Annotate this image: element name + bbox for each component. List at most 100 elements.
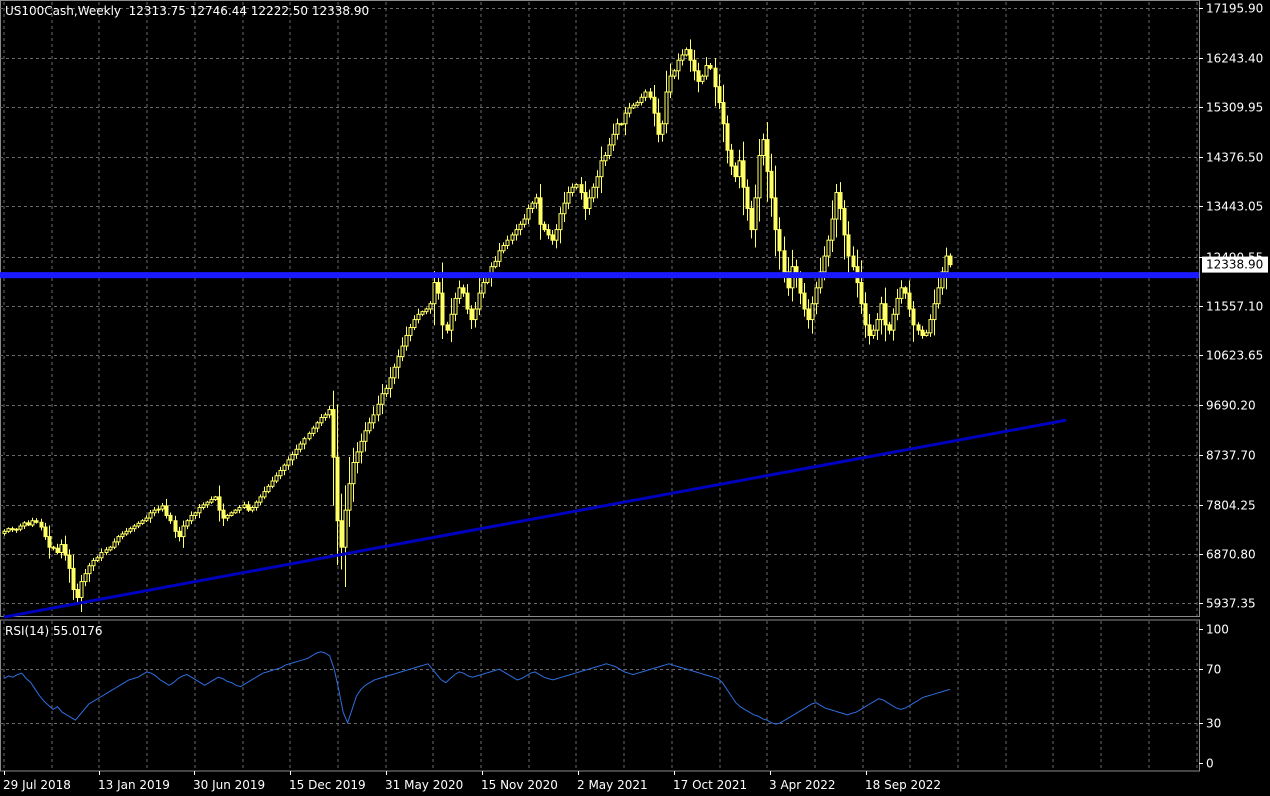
candle-body bbox=[635, 102, 640, 106]
candle-body bbox=[786, 271, 791, 289]
time-axis-label: 2 May 2021 bbox=[577, 778, 648, 792]
candle-body bbox=[818, 271, 823, 289]
candle-body bbox=[851, 255, 856, 268]
candle-body bbox=[879, 303, 884, 321]
candle-body bbox=[95, 557, 100, 561]
time-axis-label: 31 May 2020 bbox=[385, 778, 463, 792]
rsi-axis-label: 70 bbox=[1206, 663, 1221, 677]
candle-body bbox=[924, 332, 929, 336]
candle-body bbox=[400, 345, 405, 358]
candle-body bbox=[574, 184, 579, 188]
candle-body bbox=[185, 520, 190, 527]
candle-body bbox=[802, 292, 807, 310]
candle-body bbox=[664, 91, 669, 125]
candle-body bbox=[39, 521, 44, 528]
candle-body bbox=[168, 514, 173, 522]
price-axis-label: 15309.95 bbox=[1206, 101, 1263, 115]
candle-body bbox=[347, 483, 352, 511]
candle-body bbox=[209, 499, 214, 503]
candle-body bbox=[639, 96, 644, 104]
candle-body bbox=[205, 501, 210, 506]
rsi-axis-label: 100 bbox=[1206, 623, 1229, 637]
candle-body bbox=[339, 520, 344, 548]
candle-body bbox=[221, 509, 226, 519]
candle-body bbox=[233, 509, 238, 514]
candle-body bbox=[708, 65, 713, 69]
candle-body bbox=[684, 49, 689, 56]
candle-body bbox=[47, 536, 52, 548]
candle-body bbox=[258, 496, 263, 503]
candle-body bbox=[810, 303, 815, 321]
candle-body bbox=[197, 506, 202, 514]
candle-body bbox=[384, 387, 389, 395]
candle-body bbox=[595, 176, 600, 188]
candle-body bbox=[367, 422, 372, 432]
candle-body bbox=[798, 276, 803, 294]
candle-body bbox=[51, 546, 56, 549]
time-axis-label: 17 Oct 2021 bbox=[673, 778, 747, 792]
candle-body bbox=[351, 462, 356, 485]
time-axis-label: 30 Jun 2019 bbox=[193, 778, 265, 792]
time-axis-label: 15 Dec 2019 bbox=[289, 778, 366, 792]
candle-body bbox=[741, 160, 746, 188]
candle-body bbox=[928, 319, 933, 334]
candle-body bbox=[920, 329, 925, 336]
candle-body bbox=[128, 528, 133, 532]
candle-body bbox=[18, 525, 23, 530]
candle-body bbox=[757, 155, 762, 199]
candle-body bbox=[680, 54, 685, 61]
candle-body bbox=[376, 403, 381, 416]
candle-body bbox=[177, 530, 182, 538]
candle-body bbox=[2, 530, 7, 534]
candle-body bbox=[424, 308, 429, 313]
candle-body bbox=[643, 91, 648, 98]
trendline[interactable] bbox=[3, 418, 1067, 619]
candle-body bbox=[526, 207, 531, 220]
candle-body bbox=[875, 319, 880, 331]
candle-body bbox=[152, 509, 157, 514]
candle-body bbox=[79, 581, 84, 598]
candle-body bbox=[120, 533, 125, 538]
candle-body bbox=[359, 440, 364, 453]
candle-body bbox=[327, 409, 332, 416]
candle-body bbox=[761, 139, 766, 157]
candle-body bbox=[432, 282, 437, 305]
candle-body bbox=[501, 244, 506, 252]
candle-body bbox=[627, 107, 632, 114]
symbol-info-header: US100Cash,Weekly 12313.75 12746.44 12222… bbox=[5, 4, 370, 18]
candle-body bbox=[948, 255, 953, 266]
candle-body bbox=[510, 234, 515, 241]
candle-body bbox=[668, 75, 673, 93]
candle-body bbox=[652, 96, 657, 114]
candle-body bbox=[814, 287, 819, 305]
candle-body bbox=[554, 229, 559, 241]
candle-body bbox=[254, 501, 259, 508]
current-price-tag bbox=[1202, 256, 1268, 273]
current-price-label: 12338.90 bbox=[1206, 258, 1263, 272]
candle-body bbox=[883, 303, 888, 326]
candle-body bbox=[99, 551, 104, 559]
candle-body bbox=[473, 308, 478, 321]
candle-body bbox=[944, 255, 949, 273]
candle-body bbox=[514, 229, 519, 236]
candle-body bbox=[55, 547, 60, 553]
candle-body bbox=[323, 414, 328, 419]
candle-body bbox=[83, 573, 88, 583]
candle-body bbox=[63, 544, 68, 556]
candle-body bbox=[782, 250, 787, 273]
candle-body bbox=[416, 313, 421, 321]
candle-body bbox=[721, 102, 726, 125]
candle-body bbox=[846, 234, 851, 257]
candle-body bbox=[887, 324, 892, 331]
price-axis-label: 14376.50 bbox=[1206, 151, 1263, 165]
rsi-axis-label: 30 bbox=[1206, 717, 1221, 731]
candle-body bbox=[587, 197, 592, 209]
candle-body bbox=[270, 480, 275, 487]
candle-body bbox=[343, 509, 348, 548]
candle-body bbox=[891, 313, 896, 331]
candle-body bbox=[116, 536, 121, 543]
candle-body bbox=[725, 123, 730, 151]
candle-body bbox=[911, 308, 916, 326]
